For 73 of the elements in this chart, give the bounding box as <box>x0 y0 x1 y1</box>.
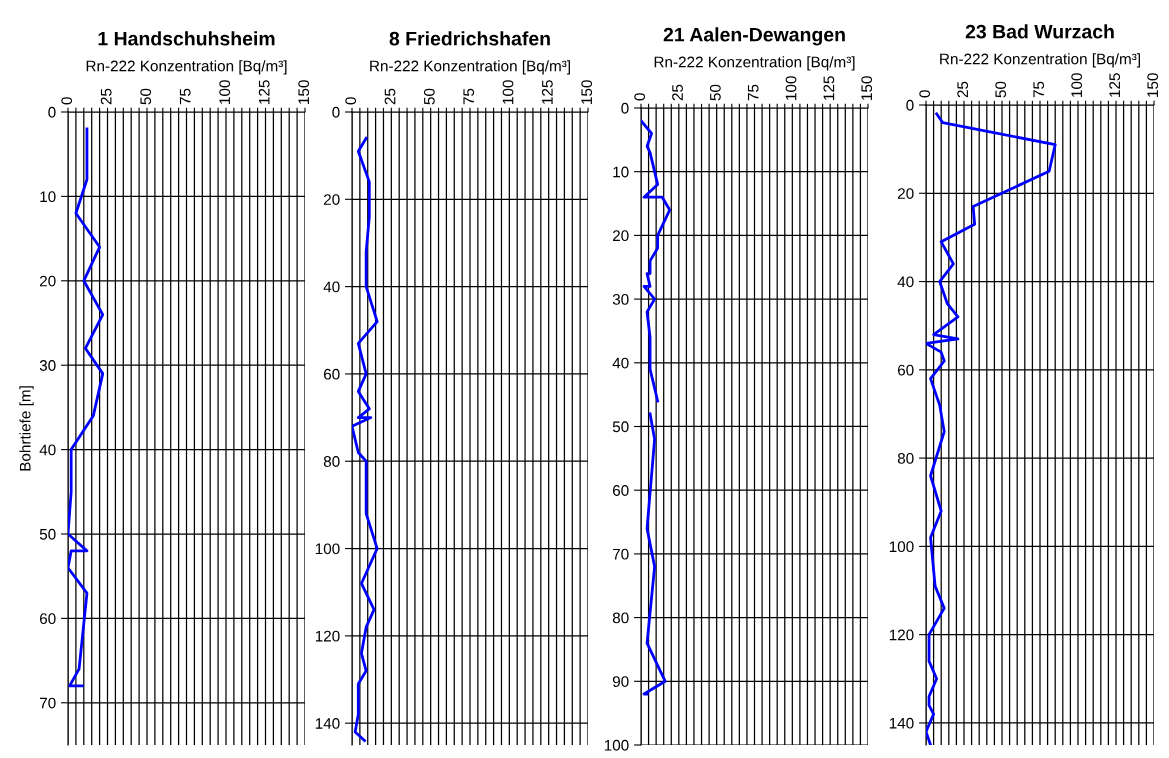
y-tick-label: 140 <box>315 718 340 729</box>
y-tick-label: 30 <box>39 360 56 371</box>
y-tick-label: 90 <box>612 676 629 687</box>
x-tick-label: 50 <box>140 88 152 105</box>
y-tick-label: 70 <box>612 548 629 560</box>
line-series <box>352 136 379 743</box>
y-tick-label: 10 <box>613 166 629 178</box>
x-tick-label: 75 <box>1033 81 1045 98</box>
x-tick-label: 75 <box>463 88 475 105</box>
x-tick-label: 125 <box>258 80 270 104</box>
y-tick-label: 100 <box>889 541 914 553</box>
y-tick-label: 40 <box>323 281 340 293</box>
y-tick-label: 120 <box>889 629 914 641</box>
y-tick-label: 0 <box>48 106 56 118</box>
x-tick-label: 125 <box>541 80 553 104</box>
y-tick-label: 140 <box>889 717 914 729</box>
x-tick-label: 100 <box>219 80 231 104</box>
x-tick-label: 0 <box>919 90 931 98</box>
x-tick-label: 75 <box>179 88 191 105</box>
x-tick-label: 25 <box>100 88 112 105</box>
x-tick-label: 0 <box>634 93 646 101</box>
x-axis-title: Rn-222 Konzentration [Bq/m³] <box>654 56 855 71</box>
chart-title: 8 Friedrichshafen <box>389 31 550 46</box>
y-tick-label: 40 <box>897 276 914 288</box>
x-tick-label: 100 <box>1071 73 1083 97</box>
y-tick-label: 50 <box>612 421 629 433</box>
x-tick-label: 125 <box>1109 73 1121 97</box>
y-tick-label: 70 <box>39 697 56 709</box>
y-tick-label: 40 <box>612 357 629 369</box>
y-tick-label: 20 <box>897 188 914 199</box>
y-tick-label: 60 <box>897 364 914 376</box>
x-axis-title: Rn-222 Konzentration [Bq/m³] <box>370 60 570 75</box>
x-tick-label: 0 <box>345 97 357 105</box>
x-tick-label: 50 <box>709 84 721 101</box>
y-tick-label: 80 <box>323 456 340 467</box>
x-tick-label: 150 <box>581 80 593 104</box>
chart-title: 23 Bad Wurzach <box>965 24 1114 39</box>
x-tick-label: 0 <box>61 97 73 105</box>
y-tick-label: 10 <box>40 191 56 203</box>
x-tick-label: 25 <box>957 81 969 98</box>
x-tick-label: 100 <box>785 76 797 100</box>
y-tick-label: 80 <box>612 612 629 624</box>
y-tick-label: 20 <box>39 275 56 287</box>
y-tick-label: 40 <box>39 444 56 456</box>
chart-title: 21 Aalen-Dewangen <box>663 27 845 46</box>
y-tick-label: 100 <box>604 739 629 751</box>
y-tick-label: 60 <box>39 613 56 625</box>
x-tick-label: 50 <box>995 81 1007 98</box>
x-tick-label: 25 <box>672 84 683 101</box>
x-tick-label: 50 <box>423 88 435 105</box>
x-tick-label: 150 <box>1147 73 1159 97</box>
x-tick-label: 125 <box>823 76 835 100</box>
y-tick-label: 60 <box>612 485 629 496</box>
y-tick-label: 60 <box>323 368 340 380</box>
line-series <box>926 112 1057 745</box>
y-axis-title: Bohrtiefe [m] <box>19 386 34 471</box>
x-tick-label: 25 <box>384 88 396 105</box>
y-tick-label: 80 <box>897 452 914 464</box>
y-tick-label: 100 <box>315 543 340 555</box>
y-tick-label: 30 <box>612 293 629 305</box>
x-tick-label: 100 <box>502 80 514 104</box>
x-axis-title: Rn-222 Konzentration [Bq/m³] <box>86 60 287 75</box>
chart-title: 1 Handschuhsheim <box>98 31 275 46</box>
x-axis-title: Rn-222 Konzentration [Bq/m³] <box>940 53 1140 68</box>
y-tick-label: 20 <box>612 230 629 242</box>
line-series <box>68 127 105 688</box>
y-tick-label: 50 <box>39 528 56 540</box>
y-tick-label: 0 <box>332 106 340 118</box>
y-tick-label: 120 <box>315 630 340 642</box>
x-tick-label: 75 <box>747 84 759 101</box>
x-tick-label: 150 <box>861 76 873 100</box>
y-tick-label: 20 <box>323 194 340 205</box>
x-tick-label: 150 <box>298 80 310 104</box>
